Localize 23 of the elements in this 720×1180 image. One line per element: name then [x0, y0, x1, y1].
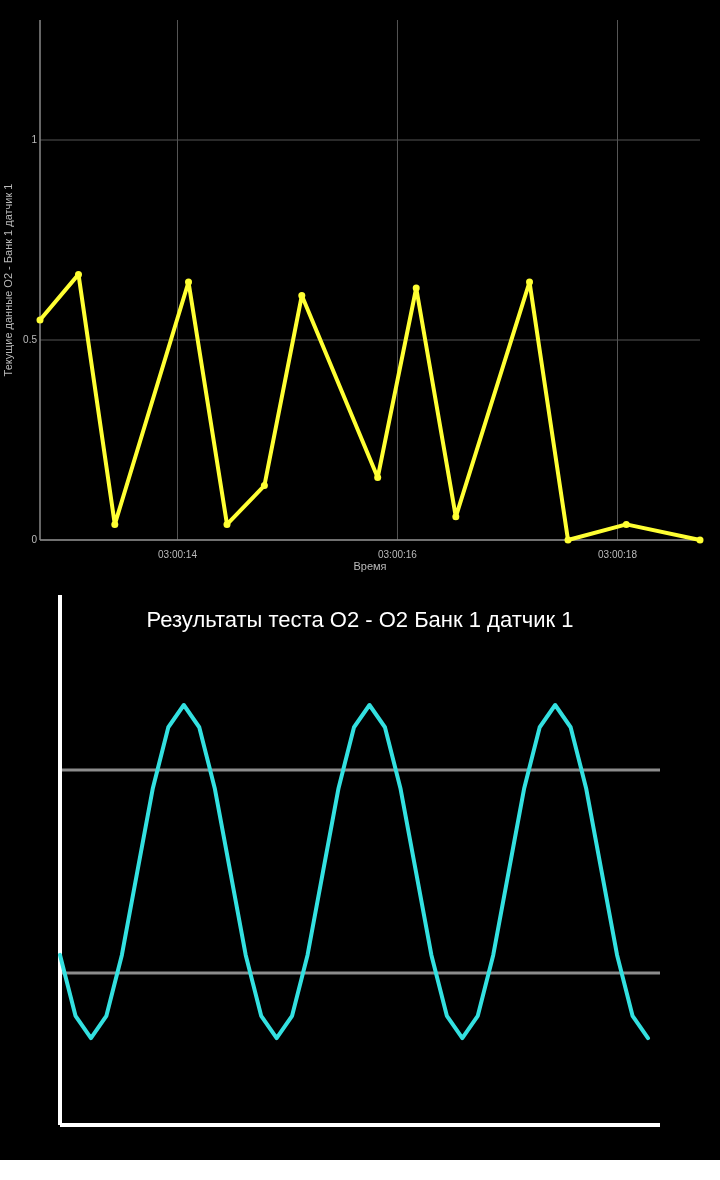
x-tick-label: 03:00:14 [158, 549, 198, 560]
chart-title: Результаты теста O2 - O2 Банк 1 датчик 1 [146, 607, 574, 632]
y-axis-title: Текущие данные O2 - Банк 1 датчик 1 [2, 183, 14, 377]
point [260, 482, 268, 490]
point [412, 284, 420, 292]
x-tick-label: 03:00:18 [598, 549, 638, 560]
y-tick-label: 1 [31, 134, 38, 145]
point [452, 513, 460, 521]
point [374, 474, 382, 482]
point [223, 520, 231, 528]
y-tick-label: 0.5 [23, 334, 38, 345]
point [74, 270, 82, 278]
point [298, 292, 306, 300]
point [526, 278, 534, 286]
point [36, 316, 44, 324]
y-tick-label: 0 [31, 534, 38, 545]
point [622, 520, 630, 528]
x-tick-label: 03:00:16 [378, 549, 418, 560]
point [185, 278, 193, 286]
x-axis-title: Время [353, 560, 387, 572]
point [564, 536, 572, 544]
point [696, 536, 704, 544]
point [111, 520, 119, 528]
